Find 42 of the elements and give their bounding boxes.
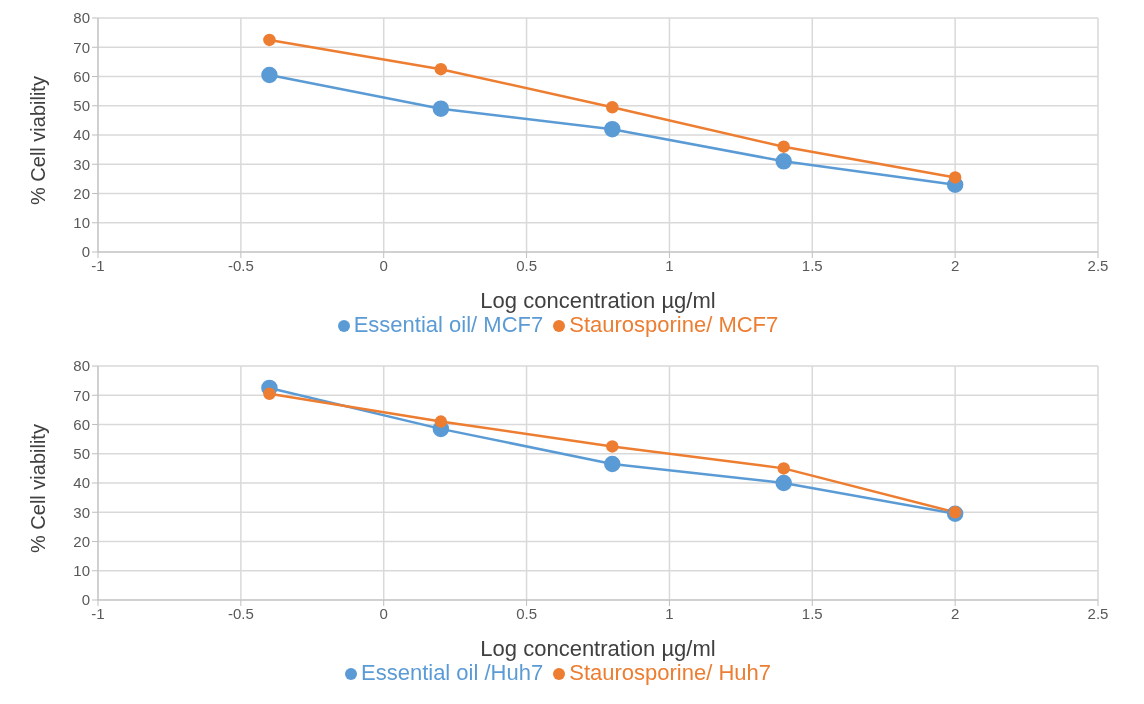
x-tick-label: -0.5 <box>227 604 254 622</box>
x-tick-label: 0.5 <box>516 604 537 622</box>
y-tick-label: 30 <box>73 503 90 521</box>
y-tick-label: 10 <box>73 214 90 232</box>
x-tick-label: 1.5 <box>801 604 823 622</box>
y-tick-label: 50 <box>73 445 90 463</box>
x-tick-label: 0 <box>379 256 388 274</box>
legend-label: Essential oil /Huh7 <box>360 660 544 685</box>
y-tick-label: 30 <box>73 155 90 173</box>
y-tick-label: 80 <box>73 357 90 375</box>
y-tick-label: 40 <box>73 474 90 492</box>
x-tick-label: 1 <box>665 604 674 622</box>
legend-label: Staurosporine/ MCF7 <box>569 312 779 337</box>
legend-label: Essential oil/ MCF7 <box>353 312 544 337</box>
y-tick-label: 20 <box>73 532 90 550</box>
x-tick-label: 0.5 <box>516 256 537 274</box>
x-tick-label: 1 <box>665 256 674 274</box>
y-tick-label: 10 <box>73 562 90 580</box>
x-tick-label: 2.5 <box>1087 604 1109 622</box>
x-tick-label: -1 <box>91 256 105 274</box>
x-tick-label: 2.5 <box>1087 256 1109 274</box>
y-tick-label: 0 <box>81 243 90 261</box>
y-tick-label: 20 <box>73 184 90 202</box>
x-tick-label: -0.5 <box>227 256 254 274</box>
x-tick-label: -1 <box>91 604 105 622</box>
y-tick-label: 60 <box>73 415 90 433</box>
y-axis-title: % Cell viability <box>27 76 50 205</box>
y-tick-label: 70 <box>73 38 90 56</box>
y-tick-label: 0 <box>81 591 90 609</box>
y-tick-label: 70 <box>73 386 90 404</box>
x-axis-title: Log concentration µg/ml <box>480 288 716 313</box>
x-tick-label: 2 <box>950 604 960 622</box>
y-axis-title: % Cell viability <box>27 424 50 553</box>
y-tick-label: 80 <box>73 9 90 27</box>
y-tick-label: 50 <box>73 97 90 115</box>
x-tick-label: 2 <box>950 256 960 274</box>
x-tick-label: 0 <box>379 604 388 622</box>
x-tick-label: 1.5 <box>801 256 823 274</box>
y-tick-label: 40 <box>73 126 90 144</box>
legend-label: Staurosporine/ Huh7 <box>569 660 771 685</box>
y-tick-label: 60 <box>73 67 90 85</box>
x-axis-title: Log concentration µg/ml <box>480 636 716 661</box>
